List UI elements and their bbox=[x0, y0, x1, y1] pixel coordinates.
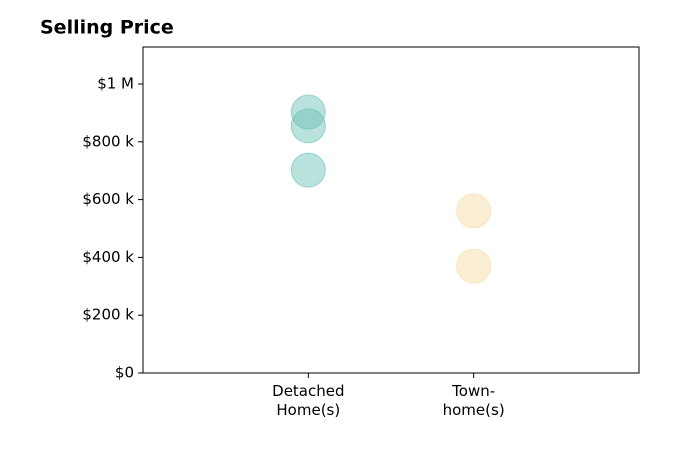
y-tick-label: $800 k bbox=[82, 132, 134, 150]
point bbox=[290, 108, 326, 144]
chart-title: Selling Price bbox=[40, 17, 174, 39]
point bbox=[290, 94, 326, 130]
point bbox=[456, 193, 492, 229]
y-tick-label: $1 M bbox=[97, 74, 134, 92]
point bbox=[290, 152, 326, 188]
y-tick-label: $600 k bbox=[82, 190, 134, 208]
plot-frame bbox=[142, 46, 640, 374]
point bbox=[456, 248, 492, 284]
y-tick-label: $200 k bbox=[82, 306, 134, 324]
x-tick-label: Detached Home(s) bbox=[272, 382, 345, 419]
x-tick-label: Town- home(s) bbox=[442, 382, 505, 419]
y-tick-label: $0 bbox=[115, 364, 134, 382]
y-tick-label: $400 k bbox=[82, 248, 134, 266]
